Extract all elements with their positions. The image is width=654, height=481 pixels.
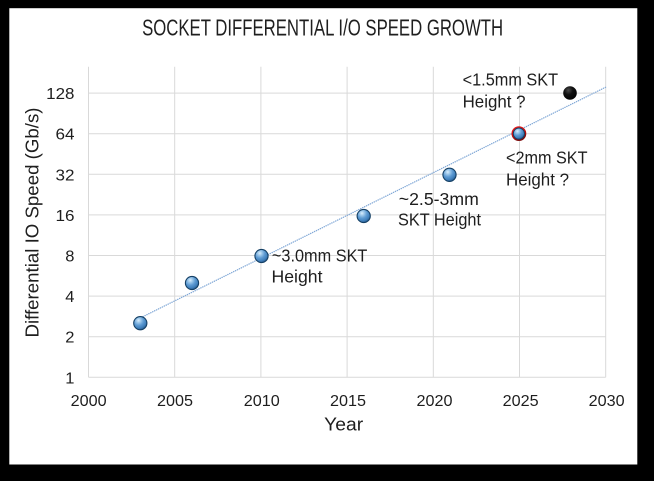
svg-text:SKT Height: SKT Height (398, 209, 481, 229)
svg-text:Height: Height (272, 267, 323, 287)
svg-text:2005: 2005 (157, 393, 193, 410)
svg-text:Height ?: Height ? (463, 92, 526, 112)
svg-text:<2mm SKT: <2mm SKT (506, 148, 588, 168)
svg-text:2015: 2015 (330, 393, 366, 410)
svg-text:8: 8 (65, 249, 74, 266)
svg-text:Year: Year (324, 415, 363, 435)
svg-text:2025: 2025 (503, 393, 539, 410)
svg-text:~2.5-3mm: ~2.5-3mm (399, 189, 479, 209)
svg-text:SOCKET DIFFERENTIAL I/O SPEED: SOCKET DIFFERENTIAL I/O SPEED GROWTH (142, 15, 503, 41)
svg-text:4: 4 (65, 289, 74, 306)
svg-text:Differential IO Speed (Gb/s): Differential IO Speed (Gb/s) (22, 108, 42, 338)
svg-text:~3.0mm SKT: ~3.0mm SKT (272, 246, 368, 266)
svg-text:2010: 2010 (244, 393, 280, 410)
svg-text:2: 2 (65, 330, 74, 347)
svg-text:2000: 2000 (71, 393, 107, 410)
svg-text:128: 128 (46, 86, 74, 103)
svg-text:Height ?: Height ? (506, 170, 569, 190)
svg-text:64: 64 (56, 127, 75, 144)
svg-text:2030: 2030 (589, 393, 625, 410)
svg-text:1: 1 (65, 370, 74, 387)
svg-text:<1.5mm SKT: <1.5mm SKT (463, 70, 559, 90)
svg-text:16: 16 (56, 208, 75, 225)
svg-text:32: 32 (56, 167, 75, 184)
svg-text:2020: 2020 (417, 393, 453, 410)
